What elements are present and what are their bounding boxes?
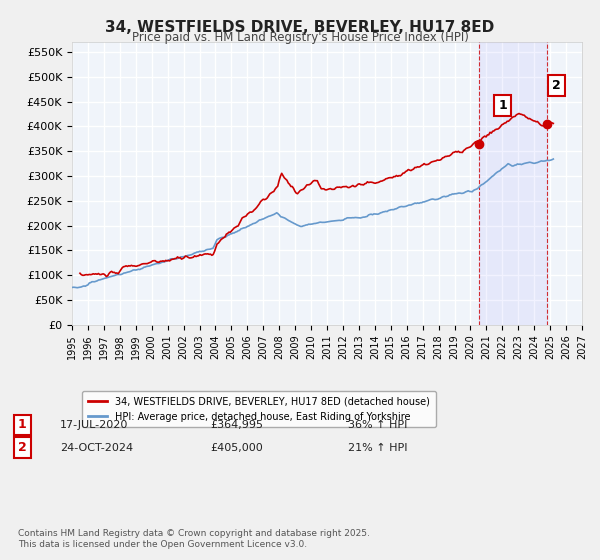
Text: 24-OCT-2024: 24-OCT-2024 (60, 443, 133, 453)
Text: 2: 2 (552, 79, 561, 92)
Text: £364,995: £364,995 (210, 421, 263, 431)
Legend: 34, WESTFIELDS DRIVE, BEVERLEY, HU17 8ED (detached house), HPI: Average price, d: 34, WESTFIELDS DRIVE, BEVERLEY, HU17 8ED… (82, 391, 436, 427)
Text: £405,000: £405,000 (210, 443, 263, 453)
Text: 17-JUL-2020: 17-JUL-2020 (60, 421, 128, 431)
Text: 36% ↑ HPI: 36% ↑ HPI (348, 421, 407, 431)
Text: 34, WESTFIELDS DRIVE, BEVERLEY, HU17 8ED: 34, WESTFIELDS DRIVE, BEVERLEY, HU17 8ED (106, 20, 494, 35)
Text: 2: 2 (18, 441, 27, 454)
Text: Contains HM Land Registry data © Crown copyright and database right 2025.
This d: Contains HM Land Registry data © Crown c… (18, 529, 370, 549)
Text: Price paid vs. HM Land Registry's House Price Index (HPI): Price paid vs. HM Land Registry's House … (131, 31, 469, 44)
Text: 1: 1 (498, 99, 507, 112)
Bar (479, 42, 547, 325)
Text: 1: 1 (18, 418, 27, 431)
Text: 21% ↑ HPI: 21% ↑ HPI (348, 443, 407, 453)
